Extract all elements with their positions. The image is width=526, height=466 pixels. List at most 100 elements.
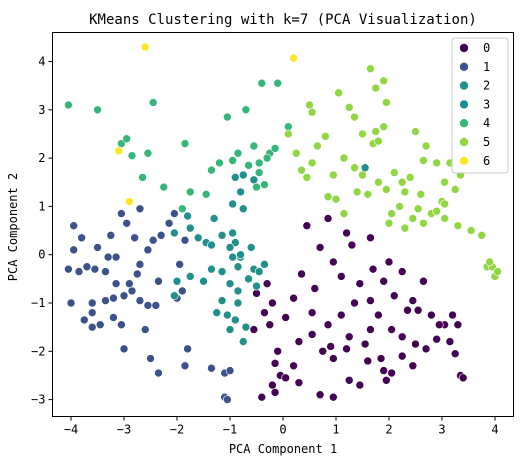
data-point [140,42,150,52]
data-point [358,170,367,180]
data-point [140,325,150,334]
data-point [397,267,407,276]
data-point [201,190,211,199]
data-point [249,141,259,151]
data-point [238,204,248,214]
data-point [366,325,375,334]
data-point [323,214,333,223]
data-point [450,349,460,359]
data-point [336,310,346,320]
data-point [209,214,219,223]
y-tick-label: 3 [38,103,45,117]
data-point [225,366,235,375]
data-point [225,325,235,334]
data-point [79,315,89,325]
data-point [387,368,396,378]
data-point [305,100,314,110]
data-point [244,274,253,284]
data-point [307,330,317,339]
data-point [307,158,317,168]
data-point [321,132,330,141]
data-point [252,289,261,298]
data-point [453,320,463,330]
data-point [262,153,272,163]
data-point [397,177,407,187]
data-point [106,231,116,240]
data-point [238,337,248,346]
data-point [294,378,304,387]
data-point [172,276,182,286]
data-point [291,148,301,158]
data-point [329,392,338,402]
data-point [289,361,298,371]
data-point [283,129,293,139]
data-point [217,267,227,276]
data-point [350,112,359,122]
data-point [358,129,367,139]
data-point [119,344,129,354]
data-point [273,78,283,88]
data-point [146,354,155,363]
y-tick-label: 4 [38,54,45,68]
data-point [355,279,365,288]
data-point [223,395,232,404]
data-point [318,346,328,356]
data-point [225,243,235,252]
x-tick-label: −4 [64,423,78,437]
data-point [315,390,325,400]
data-point [135,204,145,214]
data-point [432,206,441,216]
y-tick-label: 0 [38,248,45,262]
data-point [254,168,264,177]
data-point [352,187,362,197]
data-point [408,296,418,305]
data-point [350,163,359,173]
data-point [228,252,237,262]
data-point [323,192,333,202]
data-point [384,257,394,267]
data-point [419,156,428,165]
data-point [228,228,237,238]
data-point [170,228,179,238]
data-point [207,240,216,250]
data-point [127,151,137,160]
data-point [344,103,354,112]
data-point [339,209,349,218]
data-point [111,252,121,262]
data-point [236,187,245,197]
data-point [185,223,195,233]
data-point [360,339,370,349]
data-point [74,267,84,276]
data-point [448,310,457,320]
data-point [376,354,386,363]
data-point [231,173,240,182]
data-point [154,276,163,286]
data-point [159,182,169,192]
y-tick-label: −2 [31,344,45,358]
data-point [101,296,110,305]
data-point [307,308,317,317]
data-point [366,233,375,243]
data-point [241,322,251,332]
data-point [289,53,298,63]
data-point [233,148,243,158]
data-point [421,344,431,354]
data-point [217,231,227,240]
data-point [143,245,153,255]
data-point [413,204,423,214]
data-point [143,301,153,310]
data-point [397,332,407,342]
data-point [323,320,333,330]
data-point [228,199,237,209]
x-tick-label: 1 [332,423,339,437]
data-point [93,105,102,115]
data-point [427,310,436,320]
data-point [339,153,349,163]
x-axis-ticks: −4 −3 −2 −1 0 1 2 3 4 [64,416,499,437]
scatter-points [64,42,502,404]
data-point [154,368,163,378]
legend-label: 0 [483,41,490,55]
data-point [77,233,86,243]
data-point [411,127,420,136]
